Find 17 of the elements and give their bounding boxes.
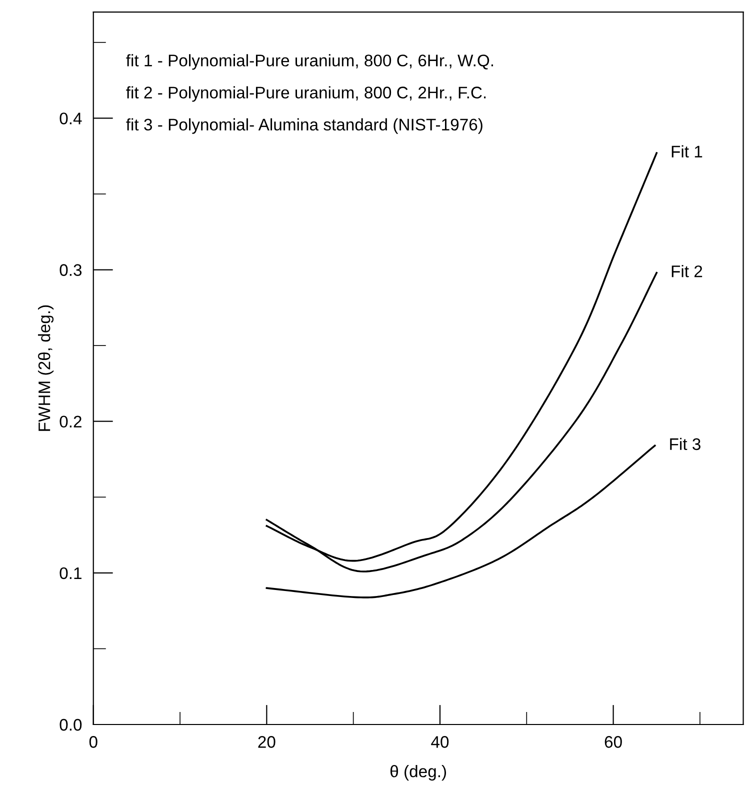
series-label: Fit 2 <box>672 265 702 278</box>
y-tick-label: 0.0 <box>60 718 82 731</box>
annotation: fit 2 - Polynomial-Pure uranium, 800 C, 2Hr., F.C. <box>126 86 486 102</box>
series-label: Fit 3 <box>670 438 700 450</box>
x-tick-label: 60 <box>604 736 622 748</box>
y-axis-title: FWHM (2θ, deg.) <box>38 305 54 431</box>
x-axis-title: θ (deg.) <box>390 765 446 781</box>
y-tick-label: 0.3 <box>60 264 82 276</box>
annotation: fit 1 - Polynomial-Pure uranium, 800 C, 6Hr., W.Q. <box>126 54 494 70</box>
x-tick-label: 0 <box>89 736 98 748</box>
y-tick-label: 0.1 <box>60 567 82 580</box>
x-tick-label: 20 <box>258 736 276 748</box>
y-tick-label: 0.4 <box>60 112 82 124</box>
x-tick-label: 40 <box>431 736 449 748</box>
series-label: Fit 1 <box>672 145 702 158</box>
y-tick-label: 0.2 <box>60 416 82 428</box>
annotation: fit 3 - Polynomial- Alumina standard (NIST-1976) <box>126 118 482 134</box>
